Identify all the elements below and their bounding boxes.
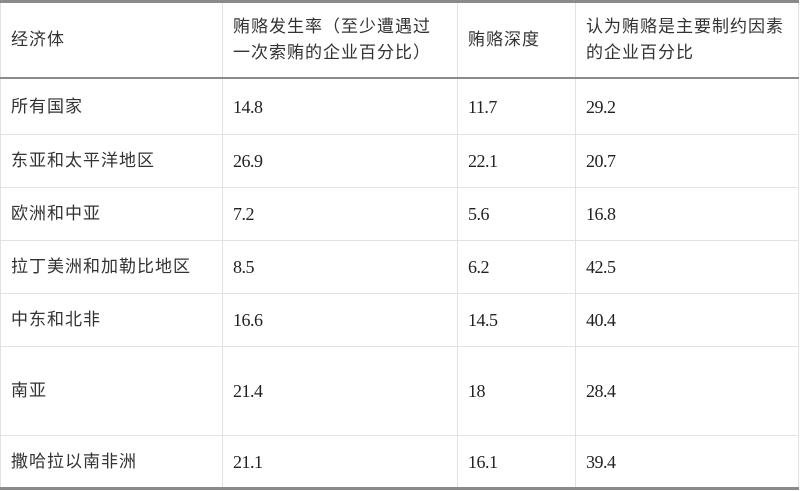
header-constraint-percent: 认为贿赂是主要制约因素的企业百分比: [575, 1, 799, 79]
constraint-cell: 28.4: [575, 346, 799, 436]
depth-cell: 14.5: [457, 293, 576, 347]
economy-cell: 欧洲和中亚: [0, 187, 223, 241]
depth-cell: 6.2: [457, 240, 576, 294]
constraint-cell: 40.4: [575, 293, 799, 347]
table-row: 欧洲和中亚 7.2 5.6 16.8: [0, 187, 799, 241]
constraint-cell: 16.8: [575, 187, 799, 241]
constraint-cell: 39.4: [575, 435, 799, 489]
economy-cell: 所有国家: [0, 77, 223, 135]
constraint-cell: 42.5: [575, 240, 799, 294]
incidence-cell: 21.1: [222, 435, 458, 489]
depth-cell: 5.6: [457, 187, 576, 241]
depth-cell: 11.7: [457, 77, 576, 135]
table-row: 拉丁美洲和加勒比地区 8.5 6.2 42.5: [0, 240, 799, 294]
incidence-cell: 7.2: [222, 187, 458, 241]
incidence-cell: 26.9: [222, 134, 458, 188]
economy-cell: 南亚: [0, 346, 223, 436]
header-economy: 经济体: [0, 1, 223, 79]
economy-cell: 中东和北非: [0, 293, 223, 347]
table-row: 撒哈拉以南非洲 21.1 16.1 39.4: [0, 435, 799, 489]
table-row: 南亚 21.4 18 28.4: [0, 346, 799, 436]
table-row: 中东和北非 16.6 14.5 40.4: [0, 293, 799, 347]
depth-cell: 22.1: [457, 134, 576, 188]
depth-cell: 16.1: [457, 435, 576, 489]
header-bribery-depth: 贿赂深度: [457, 1, 576, 79]
constraint-cell: 29.2: [575, 77, 799, 135]
constraint-cell: 20.7: [575, 134, 799, 188]
economy-cell: 拉丁美洲和加勒比地区: [0, 240, 223, 294]
economy-cell: 东亚和太平洋地区: [0, 134, 223, 188]
depth-cell: 18: [457, 346, 576, 436]
table-row: 东亚和太平洋地区 26.9 22.1 20.7: [0, 134, 799, 188]
incidence-cell: 16.6: [222, 293, 458, 347]
table-row: 所有国家 14.8 11.7 29.2: [0, 77, 799, 135]
incidence-cell: 14.8: [222, 77, 458, 135]
incidence-cell: 21.4: [222, 346, 458, 436]
incidence-cell: 8.5: [222, 240, 458, 294]
header-row: 经济体 贿赂发生率（至少遭遇过一次索贿的企业百分比） 贿赂深度 认为贿赂是主要制…: [0, 1, 799, 79]
header-bribery-incidence: 贿赂发生率（至少遭遇过一次索贿的企业百分比）: [222, 1, 458, 79]
economy-cell: 撒哈拉以南非洲: [0, 435, 223, 489]
